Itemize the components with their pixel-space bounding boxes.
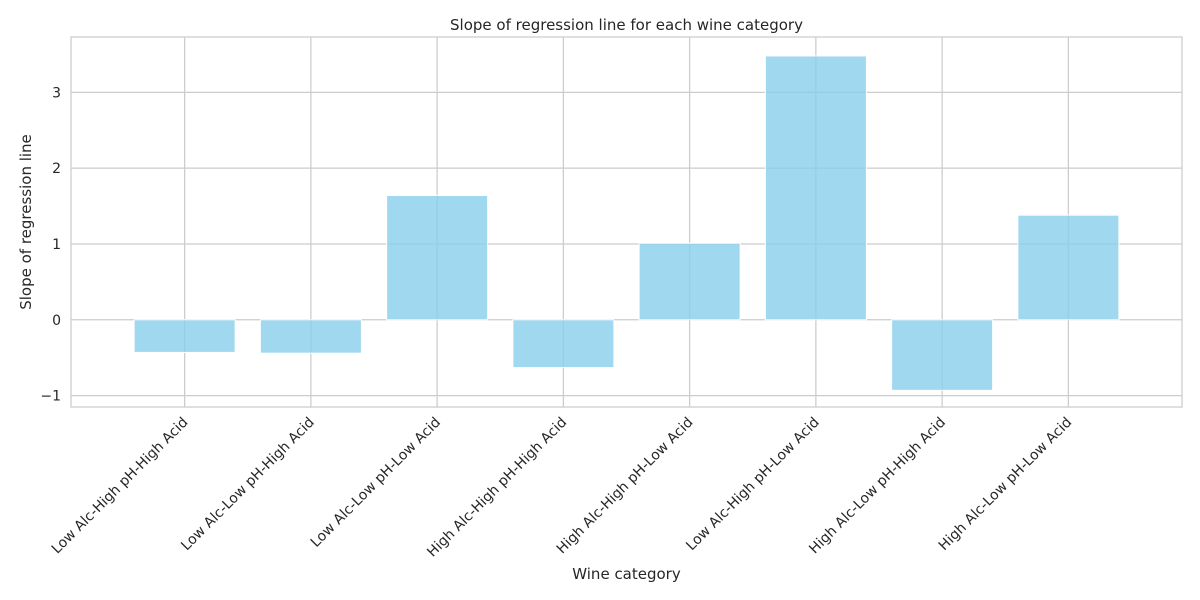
chart-title: Slope of regression line for each wine c… <box>450 16 803 34</box>
bar <box>513 320 614 368</box>
y-tick-labels: −1 0 1 2 3 <box>40 85 61 404</box>
x-tick-label: High Alc-High pH-High Acid <box>424 415 570 561</box>
x-tick-label: High Alc-Low pH-High Acid <box>806 415 949 558</box>
x-tick-label: Low Alc-Low pH-High Acid <box>178 415 317 554</box>
x-tick-label: High Alc-Low pH-Low Acid <box>936 415 1075 554</box>
bar <box>387 195 488 319</box>
y-tick-label: 0 <box>52 313 61 329</box>
x-tick-label: Low Alc-Low pH-Low Acid <box>308 415 444 551</box>
x-tick-label: High Alc-High pH-Low Acid <box>554 415 697 558</box>
bar <box>134 320 235 353</box>
x-tick-label: Low Alc-High pH-High Acid <box>49 415 192 558</box>
bar <box>1018 215 1119 320</box>
y-axis-label: Slope of regression line <box>17 134 35 310</box>
bar <box>892 320 993 391</box>
y-tick-label: 3 <box>52 85 61 101</box>
bar <box>260 320 361 353</box>
y-tick-label: 1 <box>52 237 61 253</box>
y-tick-label: 2 <box>52 161 61 177</box>
bar <box>765 56 866 320</box>
x-axis-label: Wine category <box>572 565 681 583</box>
bar <box>639 243 740 320</box>
y-tick-label: −1 <box>40 389 61 405</box>
x-tick-label: Low Alc-High pH-Low Acid <box>683 415 822 554</box>
